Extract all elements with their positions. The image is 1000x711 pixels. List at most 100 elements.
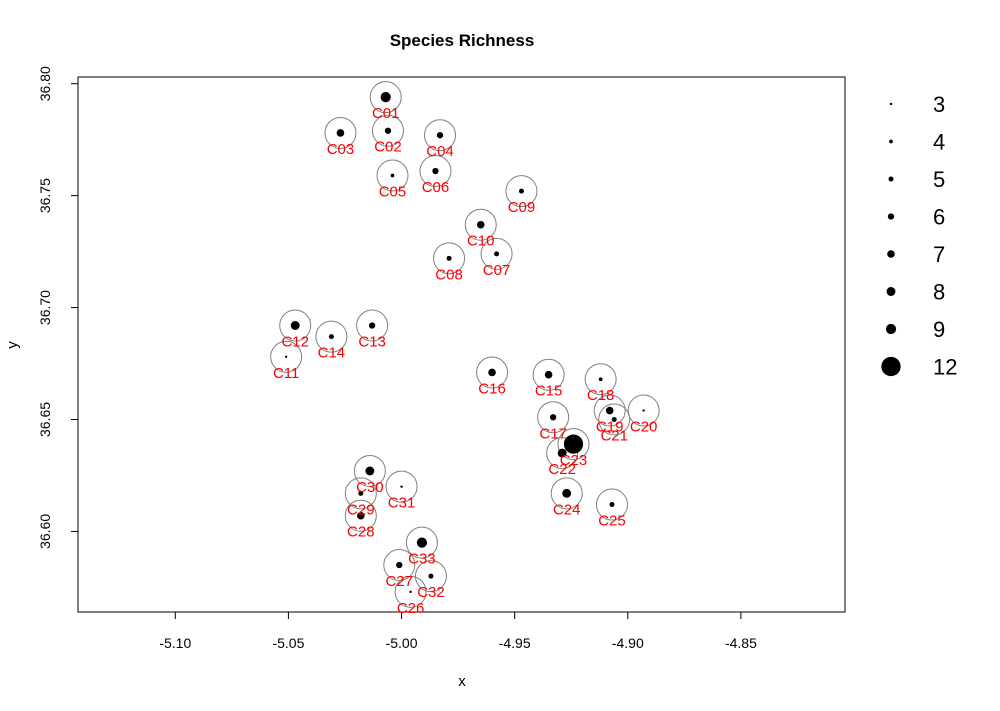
legend-label: 9 (933, 317, 945, 342)
legend-symbol (888, 176, 894, 182)
x-axis-label: x (458, 673, 466, 690)
site-point (290, 321, 300, 330)
chart-title: Species Richness (390, 31, 535, 50)
site-label: C08 (435, 266, 463, 283)
site-ring (476, 356, 509, 389)
legend-symbol (881, 356, 901, 377)
site-label: C18 (587, 387, 615, 404)
site-label: C19 (596, 419, 624, 436)
site-ring (537, 401, 570, 434)
y-tick-label: 36.75 (37, 178, 53, 213)
site-label: C26 (397, 600, 425, 617)
legend-symbol (886, 287, 896, 296)
y-axis-label: y (4, 341, 21, 349)
site-point (436, 132, 444, 139)
site-point (368, 322, 376, 329)
site-point (557, 448, 567, 458)
site-label: C17 (539, 425, 567, 442)
y-tick-label: 36.80 (37, 66, 53, 101)
x-tick-label: -5.10 (159, 635, 191, 651)
site-label: C10 (467, 233, 495, 250)
legend-symbol (885, 323, 897, 335)
site-ring (433, 242, 466, 275)
legend-symbol (887, 250, 895, 258)
site-label: C21 (600, 427, 628, 444)
site-point (611, 416, 617, 422)
site-label: C02 (374, 139, 402, 156)
site-ring (369, 81, 402, 114)
site-ring (405, 526, 438, 559)
site-label: C07 (483, 262, 511, 279)
site-label: C30 (356, 479, 384, 496)
site-point (446, 255, 452, 261)
site-point (384, 127, 392, 134)
site-label: C11 (273, 365, 299, 382)
site-ring (414, 560, 447, 593)
site-label: C04 (426, 143, 454, 160)
site-ring (376, 159, 409, 192)
site-label: C31 (388, 495, 416, 512)
site-point (396, 561, 403, 569)
site-ring (385, 470, 418, 503)
site-ring (315, 320, 348, 353)
site-ring (270, 340, 303, 373)
site-ring (584, 363, 617, 396)
site-label: C24 (553, 501, 581, 518)
legend-label: 5 (933, 167, 945, 192)
site-label: C32 (417, 584, 445, 601)
legend-label: 7 (933, 242, 945, 267)
site-label: C14 (318, 345, 346, 362)
site-label: C28 (347, 524, 375, 541)
site-ring (394, 575, 427, 608)
site-point (518, 188, 524, 194)
site-label: C12 (281, 333, 309, 350)
site-point (358, 490, 364, 496)
legend-symbol (889, 139, 893, 144)
x-tick-label: -4.90 (612, 635, 644, 651)
site-point (284, 355, 288, 359)
site-ring (505, 175, 538, 208)
y-axis: 36.60 36.65 36.70 36.75 36.80 (37, 66, 79, 549)
x-tick-label: -5.00 (386, 635, 418, 651)
site-label: C29 (347, 501, 375, 518)
site-ring (532, 358, 565, 391)
site-label: C09 (508, 199, 536, 216)
y-tick-label: 36.60 (37, 514, 53, 549)
site-label: C22 (548, 461, 576, 478)
site-point (488, 368, 496, 377)
site-point (400, 485, 403, 488)
y-tick-label: 36.70 (37, 290, 53, 325)
site-ring (598, 403, 631, 436)
site-ring (627, 394, 660, 427)
site-point (562, 488, 572, 498)
x-tick-label: -5.05 (272, 635, 304, 651)
legend-label: 4 (933, 130, 945, 155)
y-tick-label: 36.65 (37, 402, 53, 437)
site-point (336, 129, 345, 137)
site-label: C06 (422, 179, 450, 196)
site-label: C16 (478, 380, 506, 397)
site-ring (550, 477, 583, 510)
site-label: C27 (386, 573, 414, 590)
x-tick-label: -4.95 (499, 635, 531, 651)
site-points (284, 92, 645, 594)
legend-label: 6 (933, 205, 945, 230)
site-point (432, 167, 439, 175)
site-label: C25 (598, 513, 626, 530)
site-point (357, 511, 365, 520)
legend-symbol (889, 102, 893, 106)
site-point (416, 537, 428, 548)
site-ring (464, 208, 497, 241)
site-label: C13 (358, 333, 386, 350)
site-label: C23 (560, 452, 588, 469)
site-point (476, 220, 485, 229)
site-point (390, 173, 395, 178)
site-point (549, 414, 557, 421)
site-ring (383, 548, 416, 581)
site-label: C01 (372, 105, 400, 122)
x-tick-label: -4.85 (725, 635, 757, 651)
site-label: C15 (535, 383, 563, 400)
site-point (365, 466, 375, 476)
site-point (380, 92, 391, 103)
